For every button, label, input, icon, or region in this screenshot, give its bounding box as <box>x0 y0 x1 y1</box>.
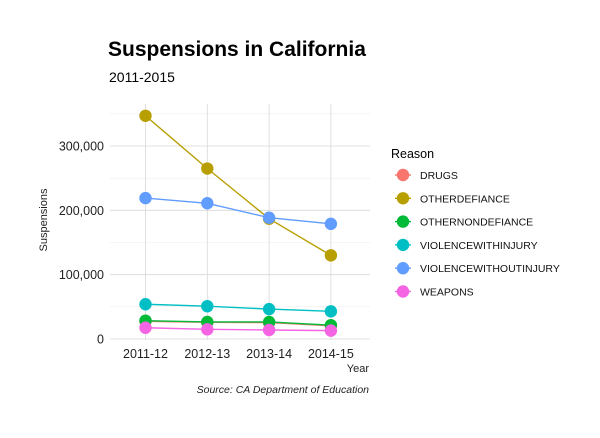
x-axis-ticks: 2011-12 2012-13 2013-14 2014-15 <box>123 347 354 361</box>
data-point <box>201 197 214 210</box>
legend-key-dot <box>396 215 410 228</box>
data-point <box>201 162 214 175</box>
series-layer <box>139 109 338 337</box>
data-point <box>262 323 276 337</box>
legend-key-dot <box>396 262 410 275</box>
series-line <box>145 319 331 326</box>
data-point <box>324 217 338 231</box>
data-point <box>262 302 276 316</box>
legend-label: VIOLENCEWITHINJURY <box>420 240 538 252</box>
legend: Reason DRUGS OTHERDEFIANCE OTHERNONDEFIANC… <box>391 147 560 299</box>
x-tick-label: 2013-14 <box>246 347 292 361</box>
chart-caption: Source: CA Department of Education <box>197 384 370 396</box>
data-point <box>139 298 152 311</box>
legend-label: DRUGS <box>420 170 458 182</box>
legend-item: VIOLENCEWITHOUTINJURY <box>395 262 560 275</box>
chart-title: Suspensions in California <box>108 38 366 61</box>
y-axis-ticks: 0 100,000 200,000 300,000 <box>59 140 104 347</box>
legend-item: WEAPONS <box>395 285 474 299</box>
legend-key-dot <box>396 192 410 205</box>
series-line <box>145 197 331 225</box>
legend-item: OTHERDEFIANCE <box>395 192 510 205</box>
legend-label: OTHERNONDEFIANCE <box>420 217 533 229</box>
data-point <box>262 211 276 224</box>
y-tick-label: 200,000 <box>59 204 104 218</box>
legend-key-dot <box>396 285 410 298</box>
legend-label: WEAPONS <box>420 287 474 299</box>
data-point <box>201 299 214 313</box>
legend-item: OTHERNONDEFIANCE <box>395 215 533 229</box>
series-weapons <box>139 321 338 337</box>
x-tick-label: 2011-12 <box>123 347 168 361</box>
data-point <box>324 305 338 318</box>
x-tick-label: 2014-15 <box>308 347 354 361</box>
x-axis-label: Year <box>347 363 370 375</box>
series-line <box>145 303 331 313</box>
legend-label: OTHERDEFIANCE <box>420 193 510 205</box>
series-violencewithinjury <box>139 298 338 318</box>
y-tick-label: 300,000 <box>59 140 104 154</box>
y-axis-label: Suspensions <box>38 188 50 251</box>
series-violencewithoutinjury <box>139 191 338 231</box>
data-point <box>324 249 338 262</box>
data-point <box>139 321 152 334</box>
series-otherdefiance <box>139 109 338 262</box>
data-point <box>139 191 152 205</box>
legend-title: Reason <box>391 147 434 161</box>
legend-item: DRUGS <box>395 168 458 182</box>
series-line <box>145 327 331 332</box>
y-tick-label: 100,000 <box>59 268 104 282</box>
data-point <box>201 323 214 336</box>
legend-key-dot <box>396 238 410 252</box>
legend-item: VIOLENCEWITHINJURY <box>395 238 538 252</box>
data-point <box>324 324 338 337</box>
series-line <box>145 115 332 256</box>
x-tick-label: 2012-13 <box>184 347 230 361</box>
y-tick-label: 0 <box>97 333 104 347</box>
data-point <box>139 109 152 122</box>
chart-subtitle: 2011-2015 <box>109 69 175 85</box>
legend-label: VIOLENCEWITHOUTINJURY <box>420 263 560 275</box>
legend-key-dot <box>396 168 410 182</box>
